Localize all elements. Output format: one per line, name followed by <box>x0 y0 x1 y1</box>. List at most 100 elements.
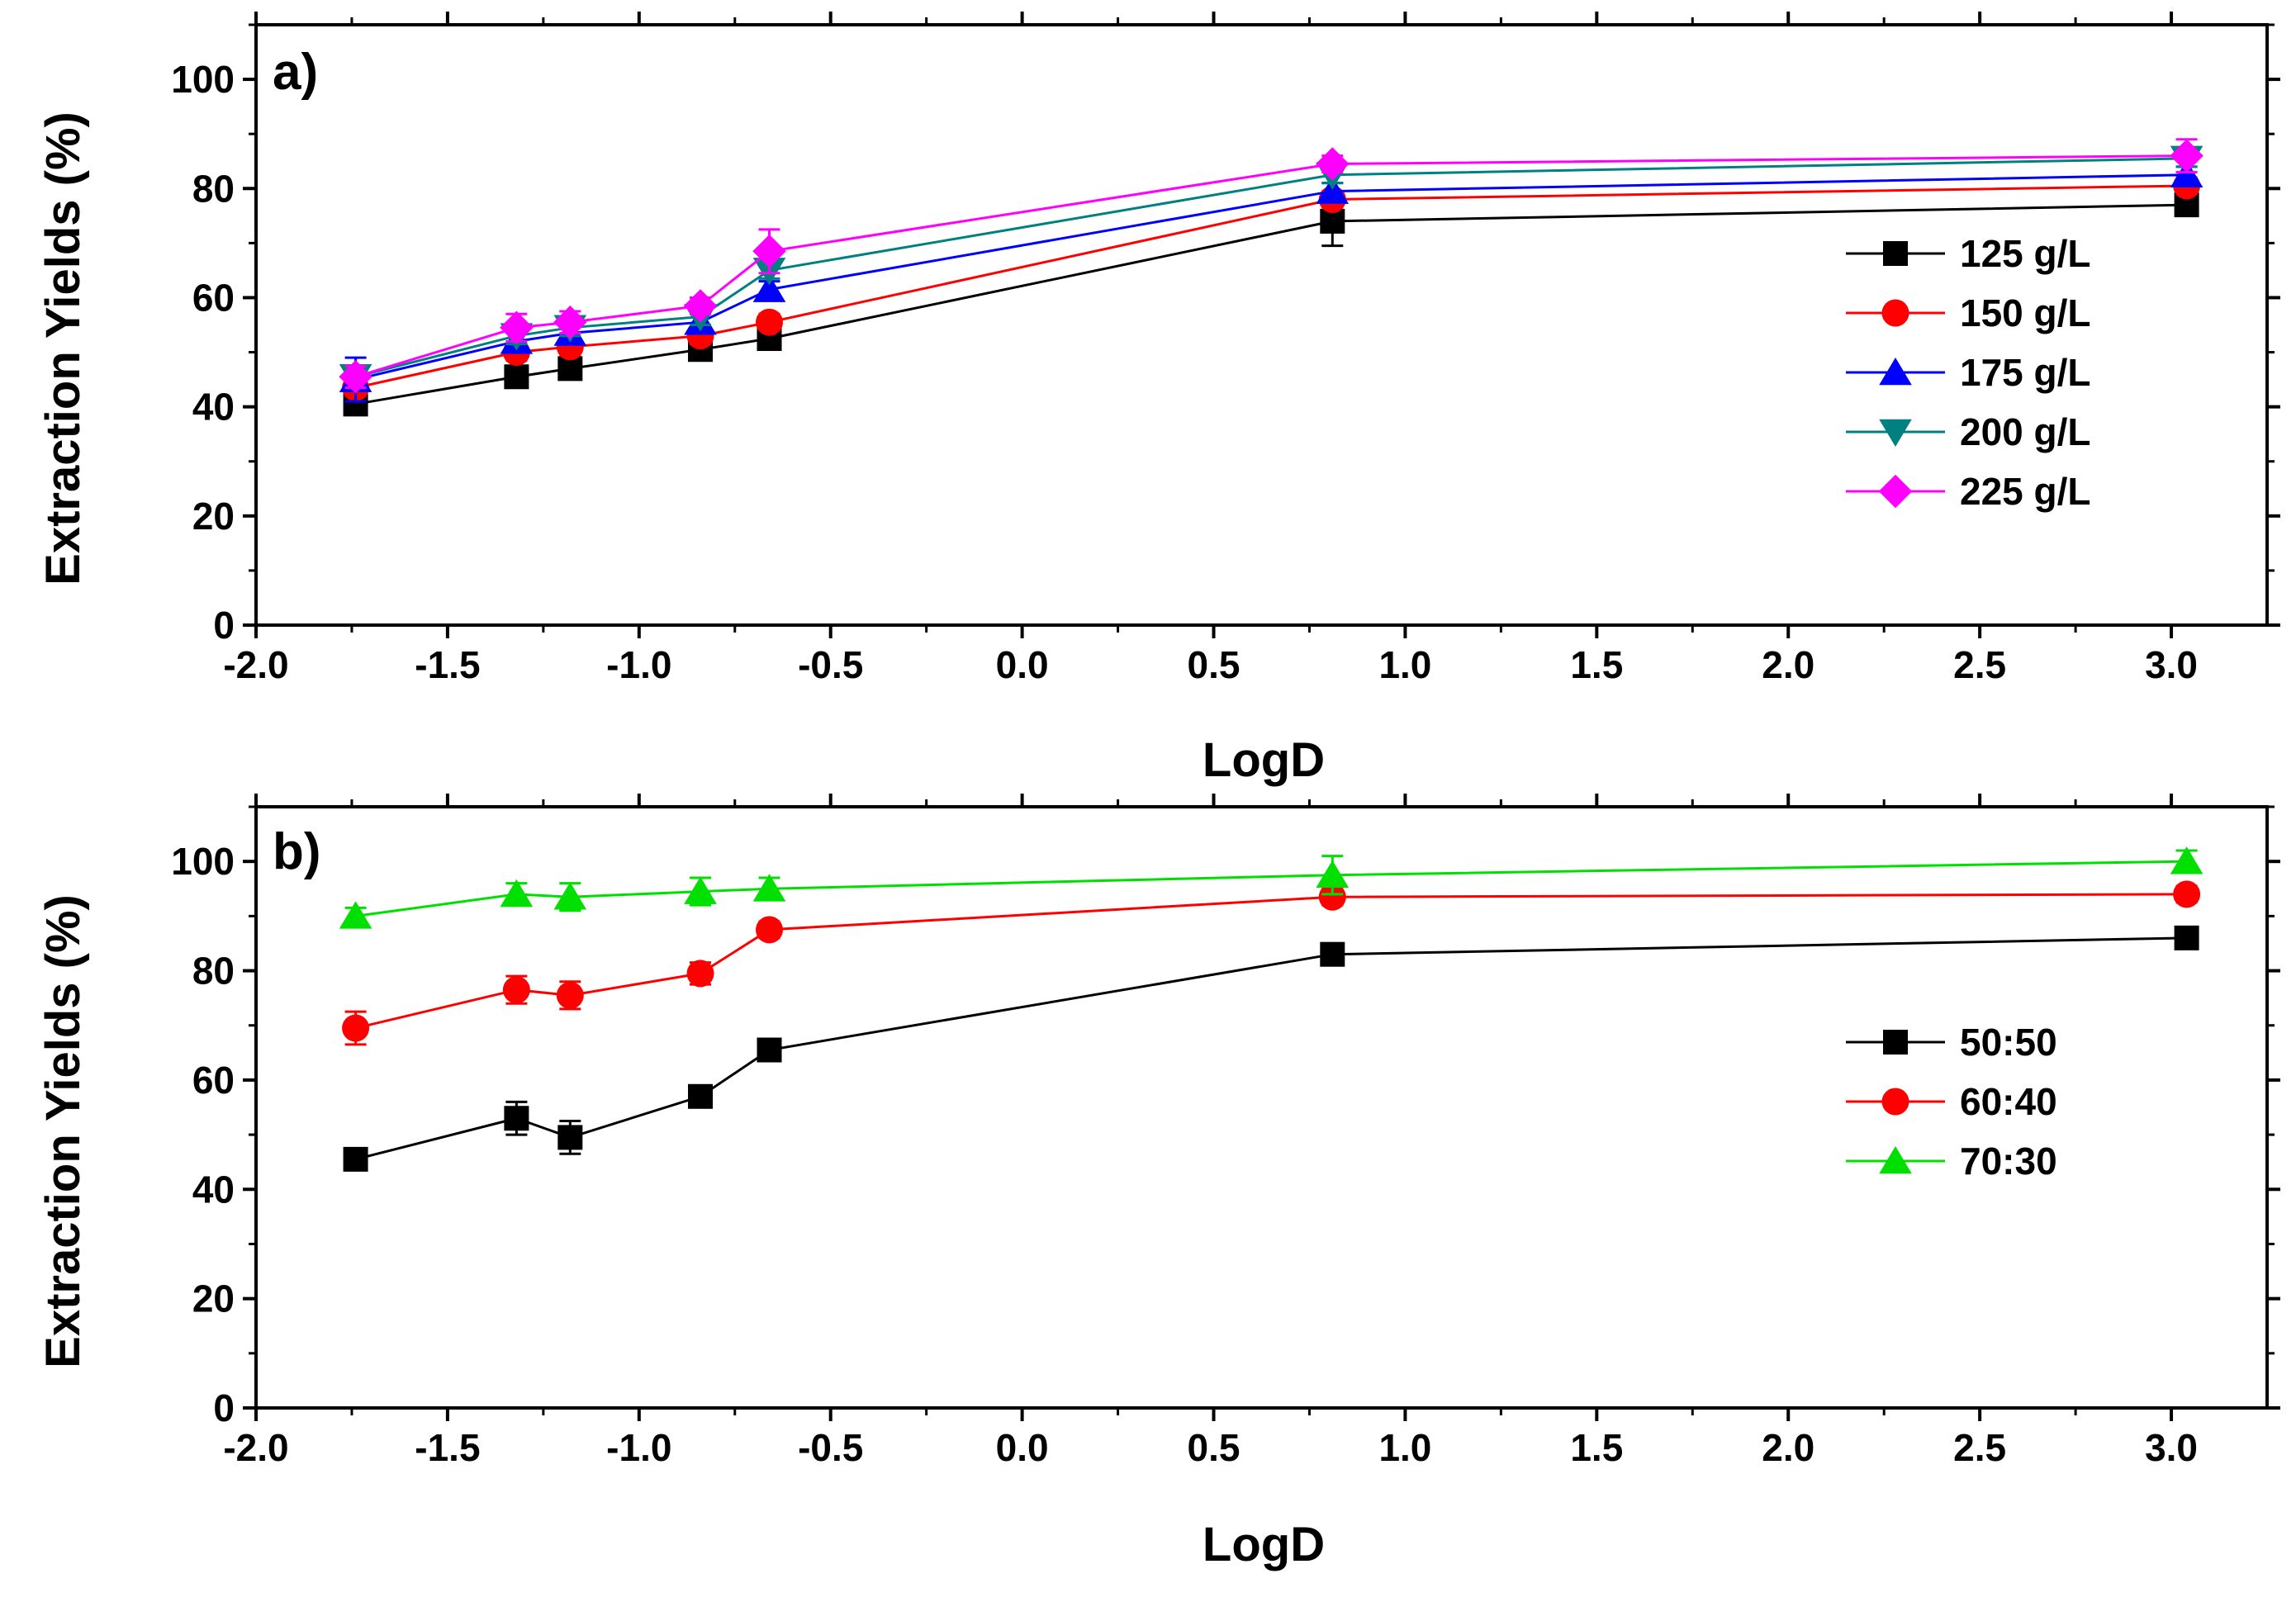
panel-a-frame <box>254 23 2269 627</box>
panel-b-x-tick-label: 3.0 <box>2145 1426 2198 1469</box>
panel-b-data-point <box>342 1014 370 1042</box>
panel-b-x-tick-label: 2.0 <box>1762 1426 1815 1469</box>
panel-b-data-point <box>557 1125 583 1150</box>
panel-a-x-tick-label: 0.0 <box>996 643 1049 686</box>
panel-b-legend-marker <box>1879 1146 1912 1174</box>
panel-b-series-line <box>355 860 2187 917</box>
panel-b-y-tick-label: 80 <box>192 950 235 993</box>
panel-b-x-tick-label: -0.5 <box>798 1426 863 1469</box>
panel-a-legend-label: 200 g/L <box>1960 410 2091 453</box>
panel-a-legend-label: 125 g/L <box>1960 232 2091 275</box>
panel-b-x-tick-label: 0.0 <box>996 1426 1049 1469</box>
panel-a-plot-area <box>339 138 2203 417</box>
panel-a-data-point <box>500 310 534 345</box>
panel-b-legend: 50:50 60:40 70:30 <box>1846 1021 2057 1183</box>
panel-b-y-tick-label: 60 <box>192 1059 235 1102</box>
panel-b-tick-labels: -2.0 -1.5 -1.0 -0.5 0.0 0.5 1.0 1.5 2.0 2.5 3.0 0 20… <box>171 840 2198 1469</box>
panel-b-data-point <box>756 916 784 944</box>
panel-b-data-point <box>556 981 584 1009</box>
panel-b-x-tick-label: 1.0 <box>1378 1426 1431 1469</box>
panel-a-x-tick-label: -1.5 <box>415 643 480 686</box>
panel-a-legend-label: 175 g/L <box>1960 351 2091 394</box>
panel-b-x-tick-label: 0.5 <box>1188 1426 1241 1469</box>
panel-b-legend-entry: 50:50 <box>1846 1021 2057 1064</box>
panel-a-legend: 125 g/L 150 g/L 175 g/L 200 g/L 225 g/L <box>1846 232 2091 513</box>
panel-b-data-point <box>684 876 717 904</box>
panel-a-y-tick-label: 80 <box>192 167 235 210</box>
panel-a-legend-marker <box>1879 358 1912 386</box>
panel-b-data-point <box>757 1037 782 1063</box>
panel-a-series-line <box>355 173 2187 382</box>
panel-b-frame <box>254 805 2269 1410</box>
panel-b-y-axis-title: Extraction Yields (%) <box>36 894 90 1368</box>
panel-a-axes-frame <box>243 12 2280 638</box>
panel-a-legend-label: 225 g/L <box>1960 470 2091 513</box>
panel-b-legend-label: 50:50 <box>1960 1021 2057 1064</box>
panel-a-y-tick-label: 40 <box>192 386 235 429</box>
panel-a-x-tick-label: 2.0 <box>1762 643 1815 686</box>
panel-b-data-point <box>1316 860 1350 889</box>
panel-b-series-line <box>355 893 2187 1030</box>
panel-b-data-point <box>1320 941 1345 967</box>
panel-a-y-tick-label: 100 <box>171 58 235 101</box>
panel-a-x-tick-label: -0.5 <box>798 643 863 686</box>
panel-b-legend-entry: 60:40 <box>1846 1080 2057 1123</box>
panel-b-data-point <box>500 879 534 908</box>
panel-a-label: a) <box>273 44 318 101</box>
panel-a-series-1 <box>343 192 2199 417</box>
panel-a-legend-marker <box>1878 474 1913 509</box>
panel-a-x-tick-label: 3.0 <box>2145 643 2198 686</box>
panel-a-legend-marker <box>1881 299 1909 327</box>
panel-b-y-tick-label: 40 <box>192 1168 235 1211</box>
panel-a-series-5 <box>339 138 2203 394</box>
panel-a-data-point <box>504 364 529 390</box>
panel-b-legend-marker <box>1883 1030 1908 1055</box>
panel-b-y-tick-label: 20 <box>192 1277 235 1320</box>
panel-a-tick-labels: -2.0 -1.5 -1.0 -0.5 0.0 0.5 1.0 1.5 2.0 2.5 3.0 0 20… <box>171 58 2198 686</box>
panel-a-x-axis-title: LogD <box>1203 733 1325 787</box>
panel-b-data-point <box>502 976 530 1004</box>
panel-a-series-4 <box>339 145 2203 392</box>
panel-b-series-line <box>355 936 2187 1161</box>
panel-a-legend-entry: 200 g/L <box>1846 410 2091 453</box>
panel-b-x-tick-label: -2.0 <box>223 1426 288 1469</box>
panel-a-legend-marker <box>1879 419 1912 447</box>
panel-b-series-3 <box>339 846 2203 929</box>
panel-a-series-line <box>355 154 2187 378</box>
panel-a-legend-entry: 175 g/L <box>1846 351 2091 394</box>
panel-b: -2.0 -1.5 -1.0 -0.5 0.0 0.5 1.0 1.5 2.0 2.5 3.0 0 20… <box>36 794 2280 1571</box>
panel-a-data-point <box>683 289 718 323</box>
panel-b-data-point <box>686 960 714 988</box>
panel-a-series-line <box>355 184 2187 389</box>
panel-a-x-tick-label: 0.5 <box>1188 643 1241 686</box>
panel-b-x-axis-title: LogD <box>1203 1518 1325 1571</box>
panel-b-data-point <box>2173 880 2201 908</box>
panel-a-x-tick-label: 2.5 <box>1953 643 2006 686</box>
panel-b-x-tick-label: -1.5 <box>415 1426 480 1469</box>
panel-b-y-tick-label: 0 <box>213 1386 235 1429</box>
panel-a-legend-marker <box>1883 241 1908 266</box>
panel-b-legend-label: 70:30 <box>1960 1140 2057 1183</box>
panel-b-data-point <box>2174 925 2199 950</box>
panel-b-data-point <box>553 882 587 910</box>
panel-b-x-tick-label: 1.5 <box>1570 1426 1623 1469</box>
panel-a-data-point <box>752 274 786 302</box>
panel-a-y-tick-label: 0 <box>213 604 235 647</box>
panel-b-data-point <box>343 1146 368 1172</box>
panel-a-legend-entry: 125 g/L <box>1846 232 2091 275</box>
panel-a-x-tick-label: -2.0 <box>223 643 288 686</box>
panel-a-x-tick-label: 1.5 <box>1570 643 1623 686</box>
panel-a-data-point <box>553 305 587 339</box>
panel-a-legend-entry: 150 g/L <box>1846 291 2091 334</box>
panel-a-data-point <box>1316 147 1350 181</box>
panel-a-series-3 <box>339 159 2203 403</box>
panel-b-data-point <box>2170 846 2203 874</box>
panel-b-legend-label: 60:40 <box>1960 1080 2057 1123</box>
panel-a-data-point <box>339 360 372 394</box>
panel-a-legend-label: 150 g/L <box>1960 291 2091 334</box>
panel-a-data-point <box>756 308 784 336</box>
panel-a-x-tick-label: -1.0 <box>606 643 671 686</box>
panel-b-x-tick-label: 2.5 <box>1953 1426 2006 1469</box>
panel-b-data-point <box>339 901 372 929</box>
